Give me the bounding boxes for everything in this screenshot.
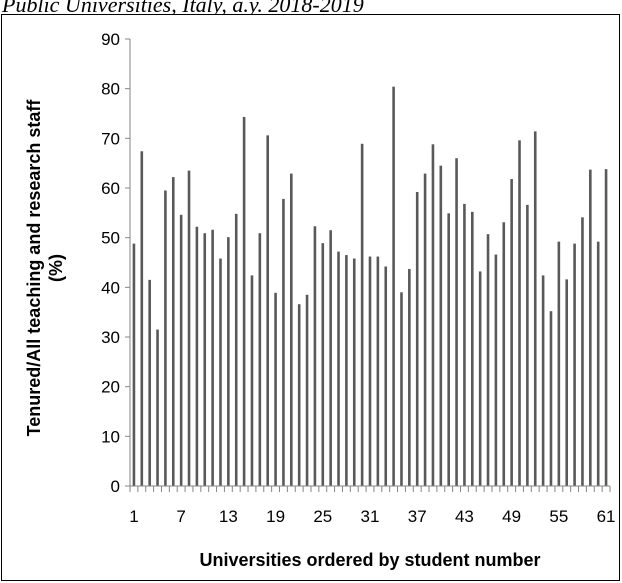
x-tick-label: 61 xyxy=(597,507,616,526)
bar xyxy=(470,211,474,486)
bar xyxy=(297,304,301,486)
bar xyxy=(384,266,388,486)
bar xyxy=(305,294,309,486)
y-axis-ticks: 0 10 20 30 40 50 60 70 80 90 xyxy=(101,30,120,496)
bar xyxy=(463,203,466,487)
bar xyxy=(400,292,403,486)
bar xyxy=(203,233,207,486)
bar xyxy=(227,237,230,486)
bar xyxy=(415,191,419,486)
y-tick-label: 50 xyxy=(101,229,120,248)
bar xyxy=(329,230,332,486)
bar xyxy=(345,255,348,486)
bar xyxy=(581,217,584,486)
bar xyxy=(368,256,372,486)
y-axis-title: Tenured/All teaching and research staff … xyxy=(24,99,66,437)
y-tick-label: 80 xyxy=(101,80,120,99)
bar xyxy=(313,226,317,486)
bar xyxy=(376,256,380,486)
bar xyxy=(573,243,576,486)
x-tick-label: 7 xyxy=(176,507,185,526)
y-axis-title-line2: (%) xyxy=(46,254,66,282)
bar xyxy=(455,158,458,486)
bar xyxy=(549,311,553,486)
bar xyxy=(486,234,490,486)
bar xyxy=(596,241,600,486)
bar xyxy=(478,271,482,486)
bar xyxy=(242,116,246,486)
y-tick-label: 10 xyxy=(101,427,120,446)
bar xyxy=(431,144,435,486)
bar xyxy=(132,243,136,486)
bar xyxy=(502,222,506,486)
bar xyxy=(518,140,521,486)
y-tick-label: 40 xyxy=(101,278,120,297)
bar xyxy=(171,177,175,486)
bar xyxy=(219,258,222,486)
bar xyxy=(195,226,199,487)
y-tick-label: 70 xyxy=(101,129,120,148)
bar xyxy=(392,86,395,487)
x-tick-label: 1 xyxy=(129,507,138,526)
bar xyxy=(266,135,270,486)
bar xyxy=(352,258,356,486)
bar xyxy=(526,204,529,487)
bar xyxy=(179,214,183,486)
y-tick-label: 60 xyxy=(101,179,120,198)
bar xyxy=(234,213,238,486)
y-tick-label: 90 xyxy=(101,30,120,49)
bar xyxy=(274,292,277,486)
y-tick-label: 0 xyxy=(111,477,120,496)
x-tick-label: 55 xyxy=(549,507,568,526)
x-tick-label: 49 xyxy=(502,507,521,526)
bar xyxy=(510,179,513,486)
bar xyxy=(148,279,151,486)
bar xyxy=(258,233,262,486)
bar xyxy=(156,329,159,486)
bar xyxy=(408,268,411,486)
x-axis-ticks: 1 7 13 19 25 31 37 43 49 55 61 xyxy=(129,486,616,526)
bar xyxy=(589,169,592,486)
bar xyxy=(541,275,545,486)
figure-caption: Public Universities, Italy, a.y. 2018-20… xyxy=(2,0,364,17)
bar xyxy=(187,170,191,486)
x-tick-label: 25 xyxy=(313,507,332,526)
x-tick-label: 13 xyxy=(219,507,238,526)
x-tick-label: 37 xyxy=(408,507,427,526)
bar xyxy=(533,131,537,486)
bar xyxy=(565,279,569,486)
x-tick-label: 43 xyxy=(455,507,474,526)
y-tick-label: 20 xyxy=(101,378,120,397)
y-axis-title-line1: Tenured/All teaching and research staff xyxy=(24,99,44,437)
bars xyxy=(132,86,608,487)
x-tick-label: 19 xyxy=(266,507,285,526)
bar xyxy=(164,190,167,486)
y-axis-tick-marks xyxy=(125,38,130,487)
bar xyxy=(250,275,254,486)
bar xyxy=(604,169,608,487)
x-tick-label: 31 xyxy=(361,507,380,526)
bar xyxy=(557,241,561,486)
y-tick-label: 30 xyxy=(101,328,120,347)
bar xyxy=(211,229,214,486)
bar xyxy=(290,173,293,486)
bar xyxy=(140,151,144,486)
bar xyxy=(423,173,427,486)
bar xyxy=(282,198,285,486)
x-axis-title: Universities ordered by student number xyxy=(199,550,540,570)
bar xyxy=(321,243,325,486)
bar xyxy=(337,251,340,486)
bar xyxy=(360,143,364,486)
bar xyxy=(439,165,443,486)
bar xyxy=(447,213,450,486)
bar xyxy=(494,254,498,486)
